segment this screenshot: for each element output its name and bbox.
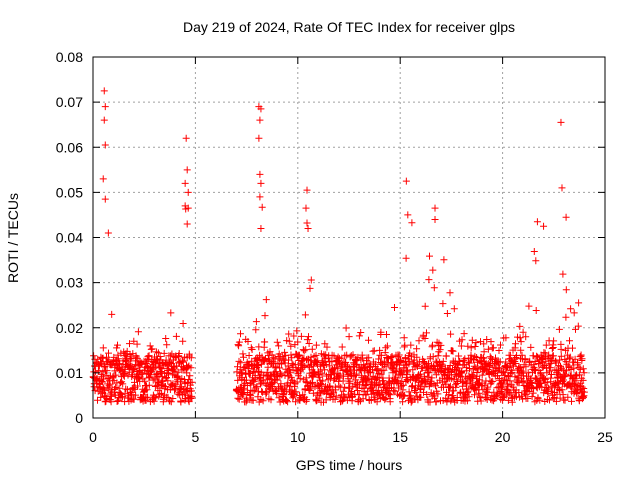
y-axis-title: ROTI / TECUs [5, 193, 21, 283]
roti-peak-point [558, 184, 566, 192]
roti-peak-point [557, 118, 565, 126]
roti-peak-point [181, 179, 189, 187]
x-tick-label: 5 [192, 429, 200, 445]
x-tick-label: 0 [89, 429, 97, 445]
roti-peak-point [104, 229, 112, 237]
x-axis-title: GPS time / hours [296, 457, 403, 473]
y-tick-label: 0.01 [56, 365, 83, 381]
roti-peak-point [402, 177, 410, 185]
roti-peak-point [256, 116, 264, 124]
roti-peak-point [100, 116, 108, 124]
roti-peak-point [302, 204, 310, 212]
x-tick-label: 20 [495, 429, 511, 445]
roti-peak-point [257, 224, 265, 232]
roti-peak-point [183, 166, 191, 174]
y-tick-label: 0.03 [56, 275, 83, 291]
x-axis-ticks: 0 5 10 15 20 25 [89, 57, 613, 445]
roti-peak-point [99, 175, 107, 183]
roti-peak-point [257, 105, 265, 113]
x-tick-label: 10 [290, 429, 306, 445]
y-tick-label: 0.06 [56, 139, 83, 155]
x-tick-label: 25 [597, 429, 613, 445]
roti-peak-point [101, 103, 109, 111]
roti-peak-point [101, 141, 109, 149]
roti-peak-point [184, 188, 192, 196]
roti-peak-point [100, 87, 108, 95]
y-tick-label: 0.08 [56, 49, 83, 65]
roti-peak-point [256, 170, 264, 178]
roti-peak-point [256, 193, 264, 201]
chart-title: Day 219 of 2024, Rate Of TEC Index for r… [183, 19, 515, 35]
x-tick-label: 15 [392, 429, 408, 445]
y-tick-label: 0.04 [56, 230, 83, 246]
roti-peak-point [303, 186, 311, 194]
roti-peak-point [255, 134, 263, 142]
roti-peak-point [184, 204, 192, 212]
peak-points [99, 87, 570, 237]
roti-peak-point [257, 179, 265, 187]
roti-peak-point [183, 220, 191, 228]
y-tick-label: 0.02 [56, 320, 83, 336]
roti-peak-point [533, 218, 541, 226]
roti-peak-point [182, 134, 190, 142]
y-tick-label: 0 [75, 410, 83, 426]
roti-peak-point [540, 222, 548, 230]
y-axis-ticks: 0 0.01 0.02 0.03 0.04 0.05 0.06 0.07 0.08 [56, 49, 605, 426]
y-tick-label: 0.07 [56, 94, 83, 110]
roti-peak-point [304, 224, 312, 232]
roti-peak-point [562, 213, 570, 221]
y-tick-label: 0.05 [56, 184, 83, 200]
roti-peak-point [431, 204, 439, 212]
roti-peak-point [431, 215, 439, 223]
roti-peak-point [101, 195, 109, 203]
